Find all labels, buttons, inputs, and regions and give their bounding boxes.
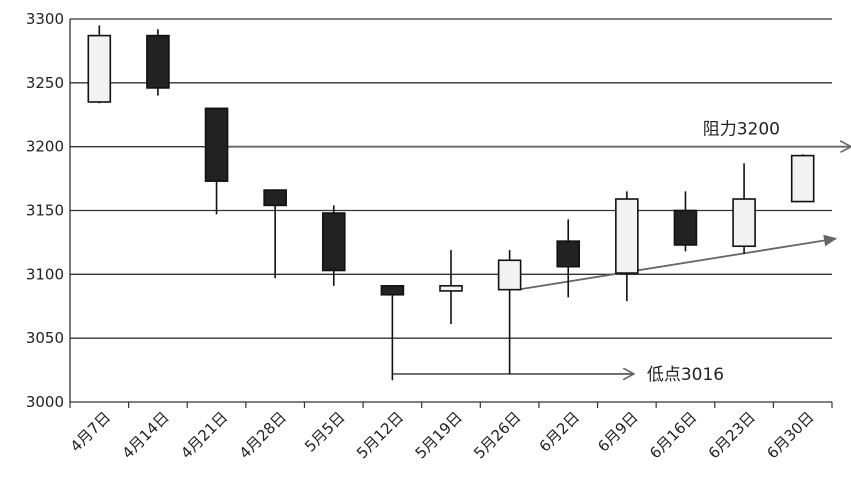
- candle: [321, 205, 346, 286]
- x-tick-label: 6月2日: [536, 408, 583, 455]
- candle: [439, 250, 463, 325]
- gridlines: [70, 18, 832, 403]
- candle-body-up: [615, 198, 639, 274]
- candle: [380, 285, 405, 381]
- candle-body-down: [146, 34, 170, 89]
- candle-body-up: [732, 198, 756, 248]
- annotation-label: 阻力3200: [703, 120, 780, 140]
- y-tick-label: 3100: [26, 265, 64, 283]
- x-tick-label: 5月5日: [301, 408, 348, 455]
- candle-body-down: [204, 107, 229, 182]
- y-tick-label: 3000: [26, 393, 64, 411]
- candle-body-down: [321, 212, 346, 272]
- y-tick-label: 3200: [26, 138, 64, 156]
- candle-body-down: [380, 285, 405, 296]
- candle: [204, 107, 229, 215]
- x-axis: [69, 19, 833, 408]
- y-axis-ticks: 3000 3050 3100 3150 3200 3250 3300: [26, 10, 64, 411]
- x-tick-label: 4月7日: [67, 408, 114, 455]
- x-tick-label: 6月23日: [705, 408, 759, 462]
- candle-body-down: [263, 189, 287, 207]
- x-tick-label: 6月30日: [763, 408, 817, 462]
- x-tick-label: 4月14日: [119, 408, 173, 462]
- annotations: 阻力3200 低点3016: [210, 120, 850, 385]
- candle: [87, 25, 112, 104]
- candle-body-down: [556, 240, 581, 268]
- candle: [263, 189, 287, 279]
- x-tick-label: 6月9日: [594, 408, 641, 455]
- candle: [615, 191, 639, 302]
- y-tick-label: 3050: [26, 329, 64, 347]
- y-tick-label: 3150: [26, 202, 64, 220]
- candle: [146, 29, 170, 96]
- candle-body-up: [497, 259, 522, 291]
- x-tick-label: 5月19日: [412, 408, 466, 462]
- candle: [673, 191, 698, 252]
- x-tick-label: 6月16日: [646, 408, 700, 462]
- candle: [556, 219, 581, 298]
- candle: [790, 154, 815, 203]
- x-tick-label: 4月21日: [177, 408, 231, 462]
- annotation-label: 低点3016: [647, 365, 724, 385]
- candle-body-up: [790, 154, 815, 203]
- candle: [732, 163, 756, 254]
- candles: [87, 25, 815, 381]
- x-axis-ticks: 4月7日 4月14日 4月21日 4月28日 5月5日 5月12日 5月19日 5月26日 6月…: [67, 408, 818, 462]
- x-tick-label: 4月28日: [236, 408, 290, 462]
- candle-body-down: [673, 209, 698, 246]
- x-tick-label: 5月12日: [353, 408, 407, 462]
- x-tick-label: 5月26日: [470, 408, 524, 462]
- y-tick-label: 3250: [26, 74, 64, 92]
- candle-body-up: [87, 34, 112, 103]
- candle: [497, 250, 522, 374]
- candle-body-up: [439, 285, 463, 292]
- y-tick-label: 3300: [26, 10, 64, 28]
- trend-arrow: [517, 234, 837, 291]
